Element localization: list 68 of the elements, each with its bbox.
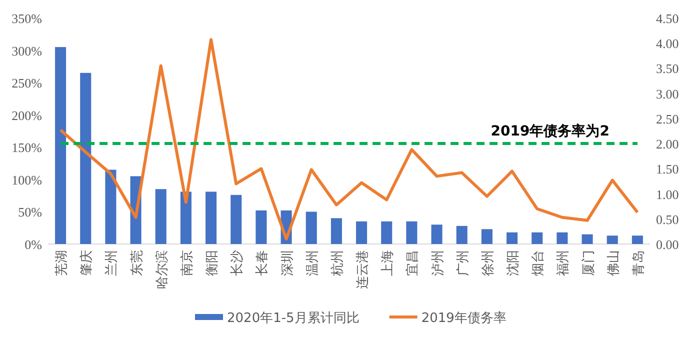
bar [180, 192, 192, 244]
y-tick-label: 250% [12, 76, 42, 91]
y2-tick-label: 2.50 [656, 111, 679, 126]
x-tick-label: 宜昌 [404, 250, 421, 276]
bar [381, 221, 392, 244]
bar [582, 234, 593, 244]
bar [532, 232, 543, 244]
x-tick-label: 哈尔滨 [154, 250, 170, 289]
bar [80, 72, 92, 244]
x-tick-label: 烟台 [531, 250, 546, 276]
x-tick-label: 长春 [255, 250, 270, 276]
x-tick-label: 沈阳 [506, 250, 522, 276]
bar [456, 226, 468, 244]
x-tick-label: 南京 [180, 250, 195, 276]
bar [606, 236, 618, 244]
x-tick-label: 深圳 [280, 250, 296, 276]
bar [356, 221, 368, 244]
x-tick-label: 东莞 [130, 250, 145, 276]
bar [155, 189, 166, 244]
legend-label: 2019年债务率 [421, 310, 506, 326]
y2-tick-label: 1.50 [656, 162, 679, 177]
bar [406, 221, 418, 244]
x-tick-label: 芜湖 [54, 250, 70, 276]
bar [506, 232, 518, 244]
y2-tick-label: 1.00 [656, 186, 679, 202]
bar [556, 232, 568, 244]
y2-tick-label: 4.50 [656, 11, 679, 26]
x-tick-label: 福州 [556, 250, 572, 276]
x-tick-label: 长沙 [230, 250, 246, 276]
x-tick-label: 广州 [456, 250, 471, 276]
bar [105, 170, 116, 244]
x-tick-label: 衡阳 [205, 250, 220, 276]
bar [256, 210, 267, 244]
y-tick-label: 350% [12, 11, 42, 26]
y-tick-label: 50% [18, 204, 42, 220]
y-tick-label: 300% [12, 43, 42, 58]
y2-tick-label: 0.50 [656, 212, 679, 227]
x-tick-label: 杭州 [330, 250, 346, 277]
bar [632, 236, 643, 244]
y2-tick-label: 0.00 [656, 237, 679, 252]
x-tick-label: 兰州 [104, 250, 120, 276]
bar [230, 194, 242, 244]
y-tick-label: 100% [12, 172, 42, 188]
bar [330, 218, 342, 244]
bar [431, 224, 442, 244]
bar [306, 212, 317, 244]
x-tick-label: 上海 [380, 250, 396, 276]
y-tick-label: 150% [12, 140, 42, 156]
x-tick-label: 厦门 [580, 250, 596, 276]
legend-label: 2020年1-5月累计同比 [227, 311, 360, 326]
bar [481, 229, 492, 244]
x-tick-label: 青岛 [631, 250, 646, 276]
y2-tick-label: 3.50 [656, 61, 679, 76]
y2-tick-label: 4.00 [656, 36, 679, 52]
y-tick-label: 0% [24, 237, 42, 252]
x-tick-label: 徐州 [480, 250, 496, 276]
x-tick-label: 肇庆 [80, 250, 95, 276]
bar [55, 47, 66, 244]
y2-tick-label: 2.00 [656, 136, 679, 152]
bar [206, 192, 217, 244]
x-tick-label: 佛山 [606, 250, 622, 276]
line-series [59, 38, 639, 240]
x-tick-label: 泸州 [430, 250, 446, 276]
y2-tick-label: 3.00 [656, 86, 679, 102]
y-tick-label: 200% [12, 108, 42, 123]
ref-line-label: 2019年债务率为2 [490, 122, 610, 140]
x-tick-label: 连云港 [356, 250, 371, 289]
x-tick-label: 温州 [305, 250, 320, 276]
